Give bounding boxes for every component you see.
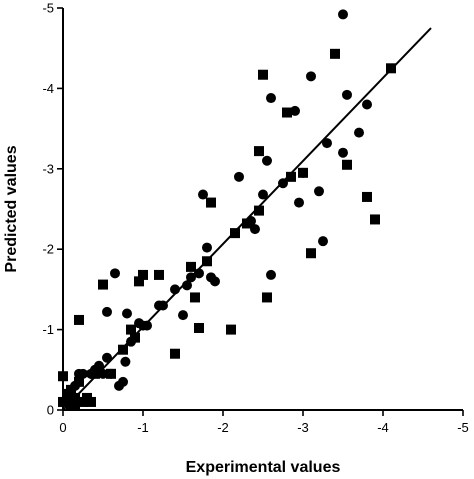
data-point-square: [282, 107, 292, 118]
data-point-square: [370, 214, 380, 225]
data-point-circle: [266, 269, 276, 280]
data-point-circle: [120, 356, 131, 367]
data-point-circle: [362, 99, 372, 110]
data-point-square: [170, 348, 180, 359]
data-point-circle: [266, 93, 276, 104]
data-point-square: [286, 171, 296, 182]
data-point-circle: [102, 352, 112, 363]
data-point-square: [262, 292, 272, 303]
data-point-square: [106, 368, 116, 379]
data-point-square: [254, 205, 264, 216]
data-point-square: [194, 322, 204, 333]
data-point-square: [74, 314, 84, 325]
data-point-square: [70, 400, 80, 411]
y-tick-label: -2: [42, 242, 54, 257]
data-point-square: [90, 368, 100, 379]
y-tick-label: -4: [42, 81, 54, 96]
data-point-circle: [354, 127, 364, 138]
data-point-circle: [342, 89, 352, 100]
data-point-square: [298, 167, 308, 178]
y-tick-label: -1: [42, 322, 54, 337]
data-point-circle: [290, 105, 300, 116]
x-tick-label: -4: [377, 420, 389, 435]
data-point-square: [118, 344, 128, 355]
data-point-circle: [314, 186, 324, 197]
data-point-square: [138, 269, 148, 280]
data-point-square: [226, 324, 236, 335]
data-point-circle: [318, 236, 328, 247]
data-point-square: [66, 384, 76, 395]
data-point-circle: [250, 224, 260, 235]
y-tick-label: -5: [42, 1, 54, 16]
data-point-circle: [262, 155, 272, 166]
data-point-square: [186, 261, 196, 272]
data-point-square: [254, 146, 264, 157]
data-point-circle: [322, 138, 332, 149]
data-point-square: [74, 376, 84, 387]
data-point-circle: [202, 242, 212, 253]
data-point-circle: [118, 376, 128, 387]
data-point-circle: [338, 147, 348, 158]
data-point-circle: [198, 189, 208, 200]
data-point-circle: [122, 308, 132, 319]
x-tick-label: 0: [59, 420, 66, 435]
y-tick-label: -3: [42, 161, 54, 176]
data-point-circle: [102, 306, 112, 317]
y-axis-ticks: 0 -1 -2 -3 -4 -5: [42, 1, 63, 418]
x-tick-label: -1: [137, 420, 149, 435]
data-point-circle: [74, 368, 84, 379]
y-tick-label: 0: [47, 403, 54, 418]
data-point-square: [230, 228, 240, 239]
data-point-square: [130, 332, 140, 343]
data-point-square: [206, 197, 216, 208]
data-point-square: [190, 292, 200, 303]
data-point-square: [126, 324, 136, 335]
data-point-square: [306, 248, 316, 259]
data-point-circle: [178, 310, 188, 321]
x-tick-label: -2: [217, 420, 229, 435]
x-tick-label: -5: [457, 420, 469, 435]
x-tick-label: -3: [297, 420, 309, 435]
data-point-square: [362, 191, 372, 202]
data-point-square: [134, 276, 144, 287]
regression-line: [62, 27, 432, 411]
data-point-square: [258, 69, 268, 80]
y-axis-title: Predicted values: [3, 145, 20, 272]
data-point-square: [98, 279, 108, 290]
data-point-circle: [142, 320, 152, 331]
data-point-circle: [234, 171, 244, 182]
x-axis-ticks: 0 -1 -2 -3 -4 -5: [59, 410, 469, 435]
x-axis-title: Experimental values: [186, 459, 341, 476]
data-point-square: [330, 48, 340, 59]
data-point-square: [342, 159, 352, 170]
data-point-circle: [210, 276, 220, 287]
plot-marks: [58, 9, 396, 411]
data-point-square: [242, 218, 252, 229]
data-point-circle: [306, 71, 316, 82]
data-point-square: [154, 269, 164, 280]
data-point-circle: [258, 189, 268, 200]
data-point-circle: [338, 9, 348, 20]
data-point-circle: [294, 197, 304, 208]
data-point-circle: [110, 268, 120, 279]
data-point-square: [86, 396, 96, 407]
data-point-circle: [278, 178, 288, 189]
data-point-circle: [94, 360, 104, 371]
